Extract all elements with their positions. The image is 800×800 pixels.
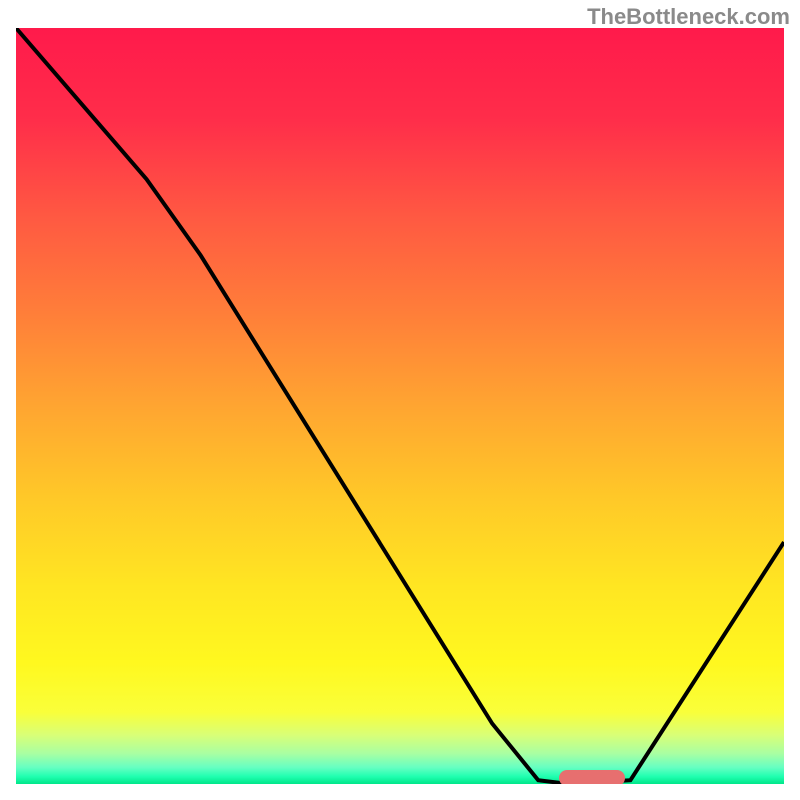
chart-canvas: TheBottleneck.com bbox=[0, 0, 800, 800]
bottleneck-curve bbox=[16, 28, 784, 784]
watermark-label: TheBottleneck.com bbox=[587, 4, 790, 30]
curve-path bbox=[16, 28, 784, 784]
plot-area bbox=[16, 28, 784, 784]
optimum-marker bbox=[559, 770, 624, 784]
